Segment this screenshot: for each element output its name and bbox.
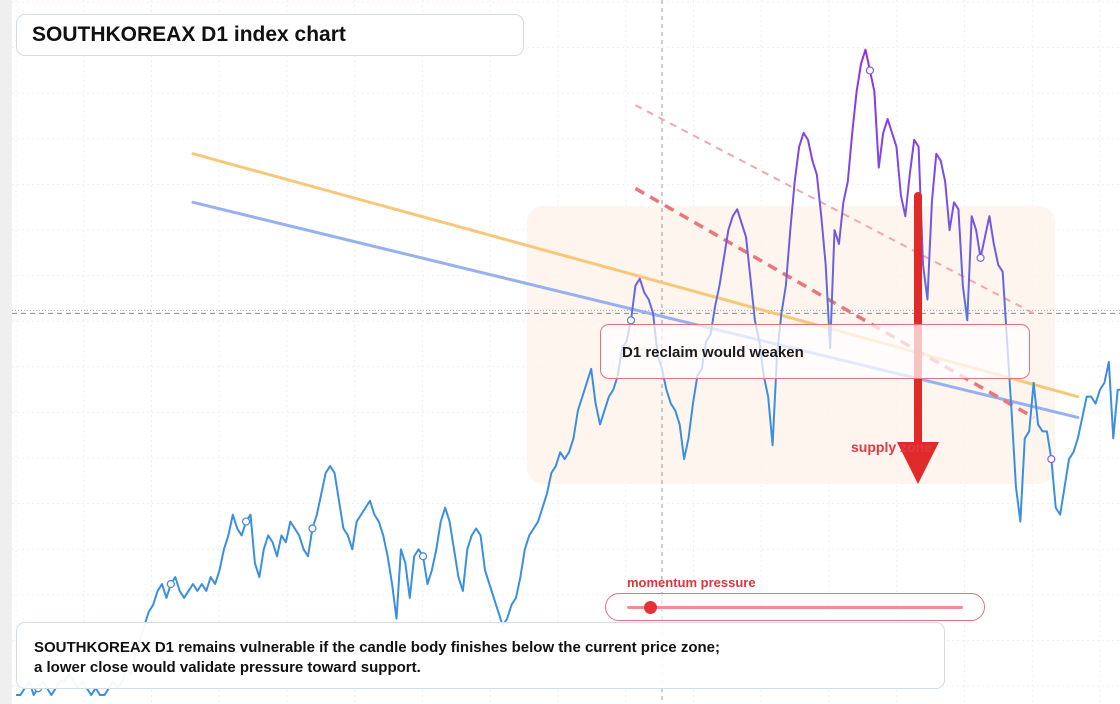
price-marker bbox=[418, 552, 428, 561]
momentum-knob[interactable] bbox=[644, 601, 658, 614]
trendline-dashed bbox=[634, 186, 1035, 419]
momentum-label: momentum pressure bbox=[627, 575, 756, 590]
momentum-track bbox=[627, 606, 963, 609]
price-marker bbox=[976, 253, 985, 262]
price-marker bbox=[865, 66, 875, 75]
moving-average-line bbox=[191, 200, 1080, 419]
price-marker bbox=[1047, 455, 1056, 464]
price-marker bbox=[308, 524, 317, 533]
chart-title: SOUTHKOREAX D1 index chart bbox=[16, 14, 524, 56]
price-line bbox=[16, 48, 1120, 697]
price-marker bbox=[626, 316, 636, 325]
annotation-reclaim: D1 reclaim would weaken bbox=[600, 324, 1030, 379]
price-marker bbox=[166, 579, 175, 589]
momentum-gauge bbox=[605, 593, 985, 621]
caption-line-2: a lower close would validate pressure to… bbox=[34, 659, 421, 676]
caption-box: SOUTHKOREAX D1 remains vulnerable if the… bbox=[16, 622, 945, 689]
price-marker bbox=[241, 517, 251, 526]
left-edge-strip bbox=[0, 0, 12, 704]
trendline-dashed bbox=[634, 104, 1035, 315]
caption-line-1: SOUTHKOREAX D1 remains vulnerable if the… bbox=[34, 639, 720, 656]
supply-zone-label: supply zone bbox=[851, 439, 932, 455]
down-arrow-head bbox=[897, 442, 939, 484]
